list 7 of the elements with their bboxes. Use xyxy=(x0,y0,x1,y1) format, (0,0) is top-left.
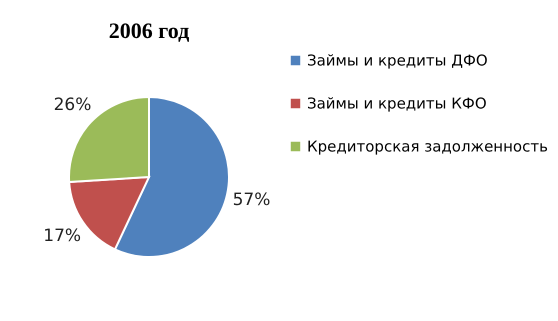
legend-label: Займы и кредиты ДФО xyxy=(307,52,488,70)
chart-title: 2006 год xyxy=(108,18,190,43)
legend-label: Кредиторская задолженность xyxy=(307,138,548,156)
data-label: 26% xyxy=(54,95,92,116)
data-label: 17% xyxy=(43,226,82,246)
legend-label: Займы и кредиты КФО xyxy=(307,94,487,112)
data-label: 57% xyxy=(232,190,270,210)
